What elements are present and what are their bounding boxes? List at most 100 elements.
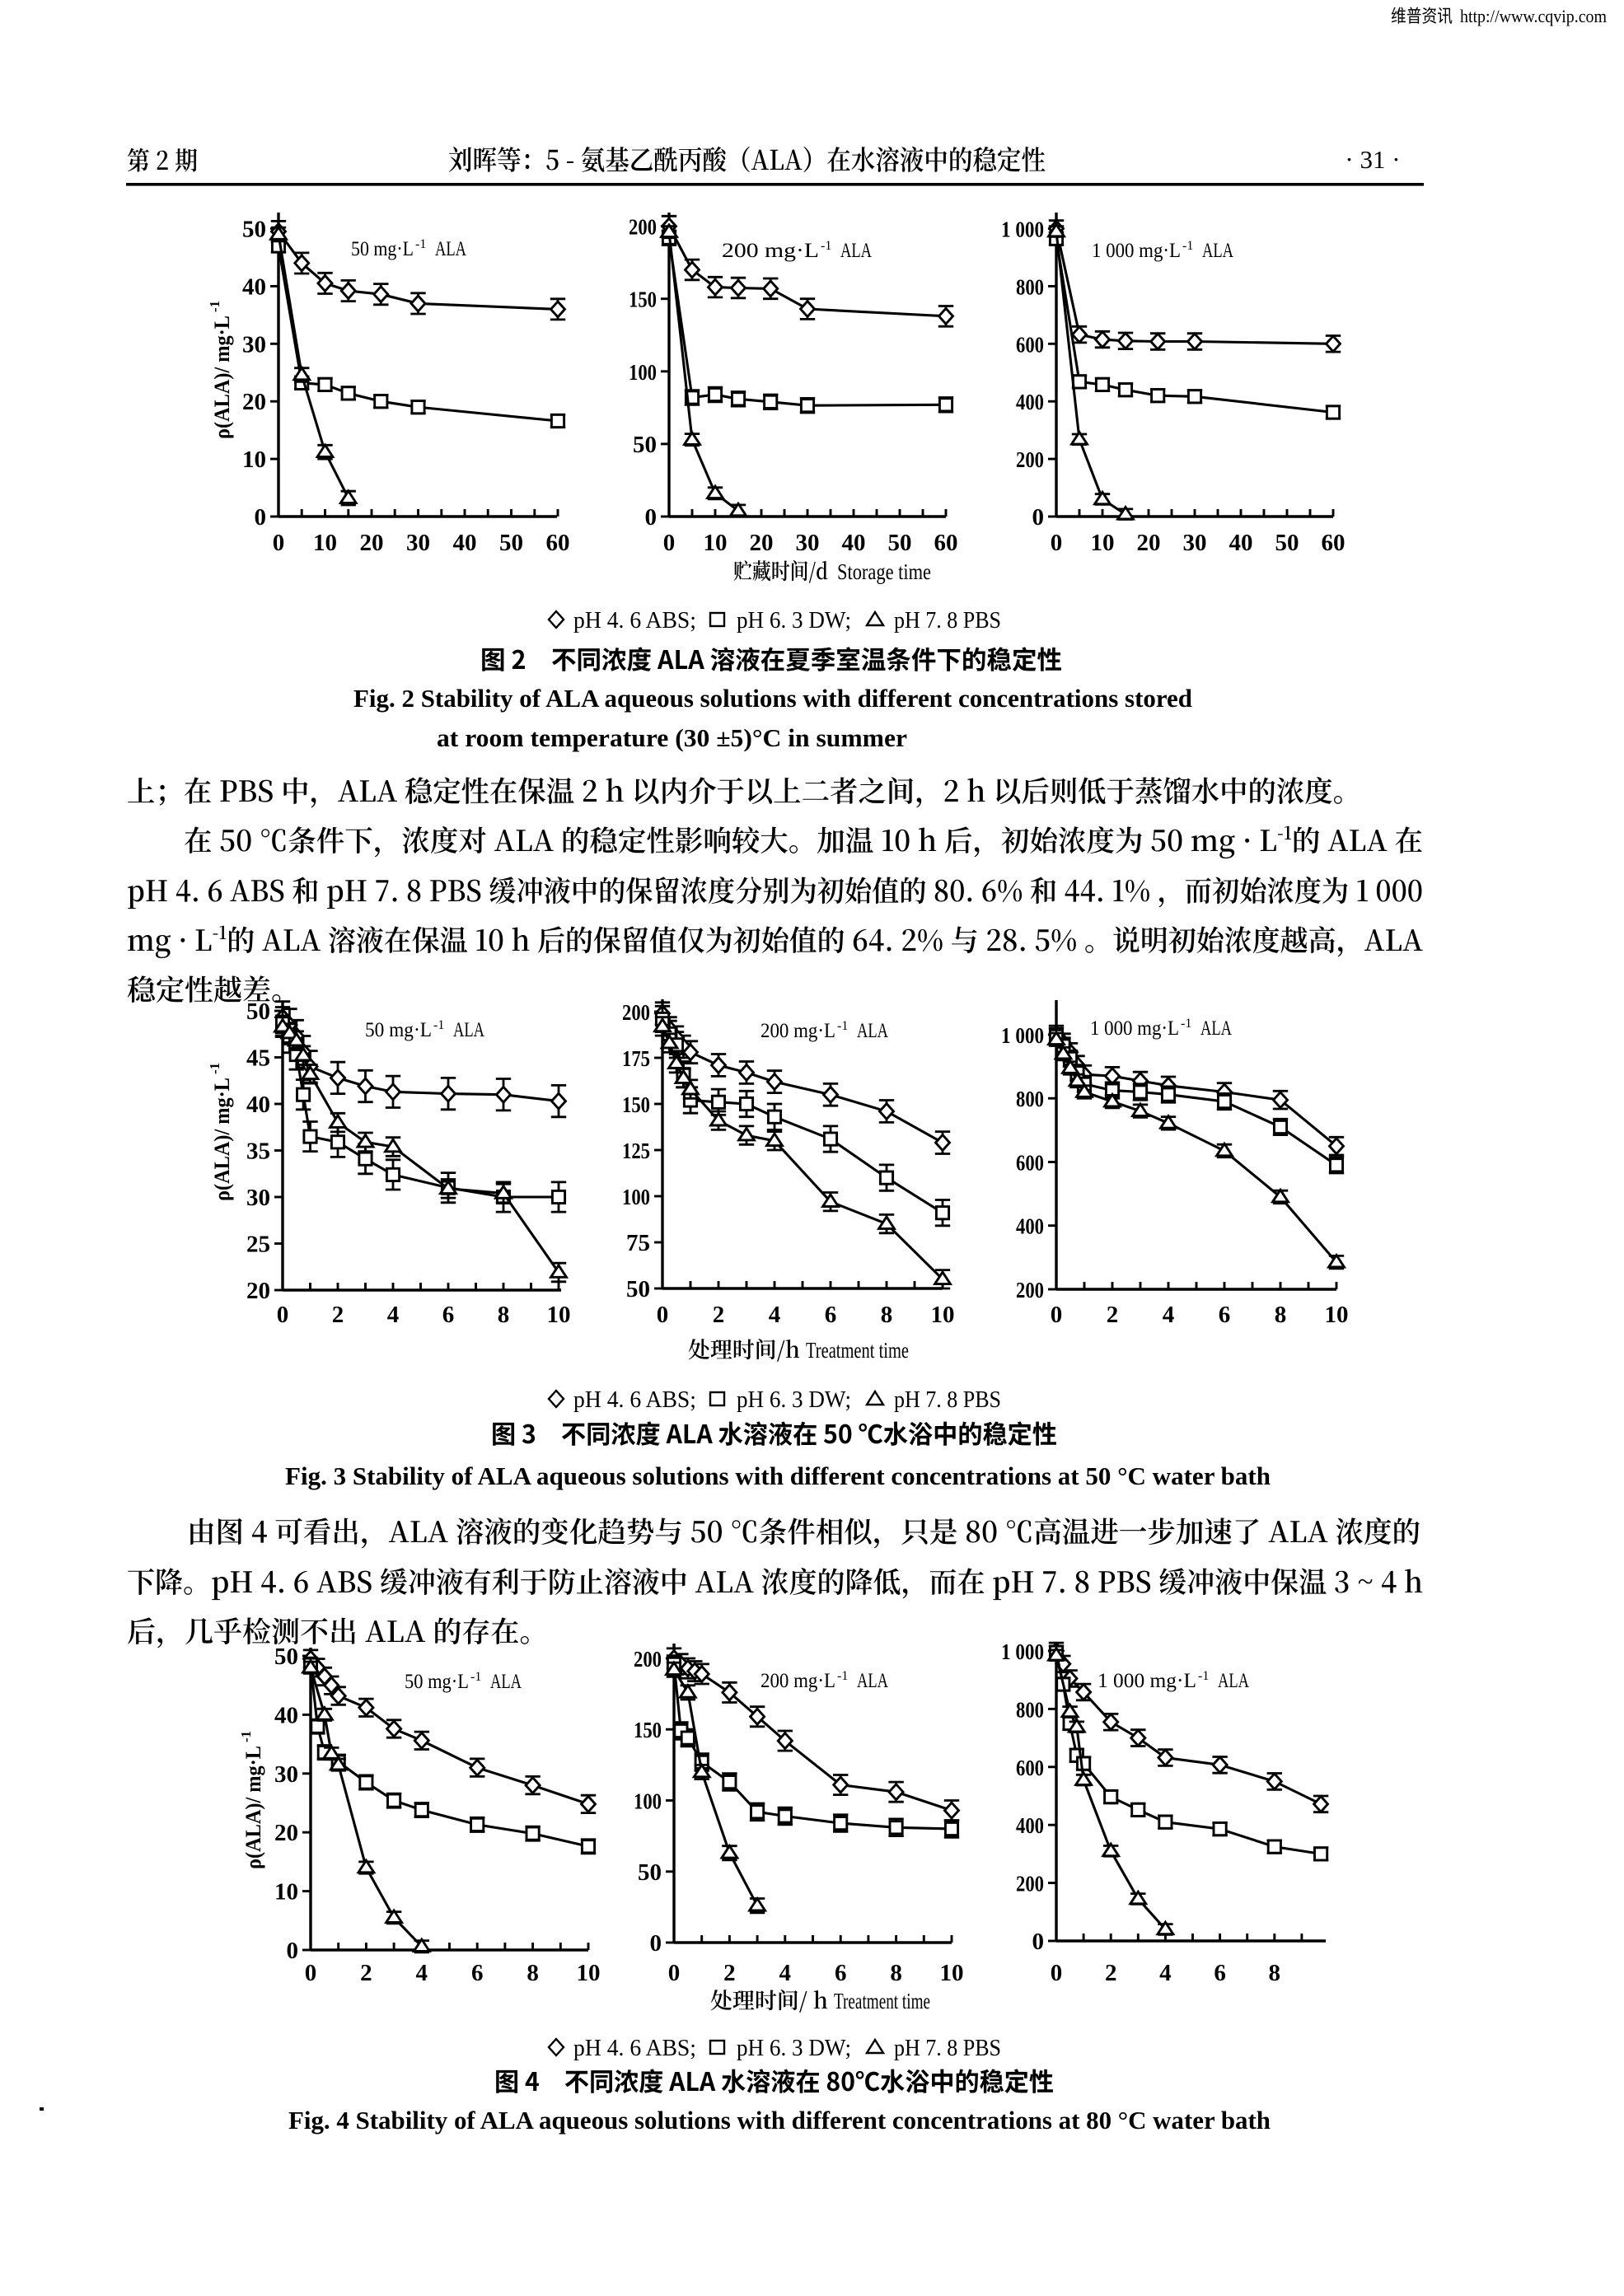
svg-text:2: 2	[713, 1302, 725, 1328]
svg-text:-1: -1	[207, 1063, 222, 1074]
svg-text:2: 2	[1107, 1302, 1119, 1328]
svg-text:600: 600	[1016, 332, 1044, 357]
svg-text:10: 10	[704, 530, 728, 556]
svg-text:4: 4	[779, 1960, 792, 1986]
svg-text:pH 7. 8 PBS: pH 7. 8 PBS	[894, 1386, 1001, 1413]
svg-text:-1: -1	[1182, 239, 1193, 253]
svg-text:40: 40	[246, 1092, 270, 1118]
svg-text:10: 10	[547, 1302, 571, 1328]
svg-text:200: 200	[1016, 447, 1044, 472]
svg-text:4: 4	[416, 1960, 428, 1986]
svg-text:50: 50	[242, 217, 266, 243]
svg-text:1 000 mg·L: 1 000 mg·L	[1090, 1017, 1179, 1040]
svg-text:4: 4	[387, 1302, 400, 1328]
svg-text:4: 4	[769, 1302, 781, 1328]
svg-text:125: 125	[622, 1139, 650, 1163]
svg-text:800: 800	[1016, 274, 1044, 299]
svg-text:-1: -1	[1198, 1669, 1209, 1683]
svg-text:6: 6	[825, 1302, 837, 1328]
svg-text:pH 4. 6 ABS;: pH 4. 6 ABS;	[573, 2035, 696, 2061]
svg-text:http://www.cqvip.com: http://www.cqvip.com	[1460, 6, 1607, 26]
svg-text:0: 0	[277, 1302, 289, 1328]
svg-text:Fig. 2 Stability of ALA aque: Fig. 2 Stability of ALA aqueous solution…	[353, 684, 1192, 713]
svg-text:200 mg·L: 200 mg·L	[761, 1670, 835, 1692]
svg-text:50: 50	[1275, 530, 1299, 556]
svg-text:pH 7. 8 PBS: pH 7. 8 PBS	[894, 607, 1001, 634]
svg-text:0: 0	[1051, 1960, 1063, 1986]
svg-text:35: 35	[246, 1139, 270, 1165]
svg-text:-1: -1	[1181, 1017, 1191, 1031]
svg-text:ALA: ALA	[453, 1019, 484, 1041]
svg-text:0: 0	[1051, 530, 1063, 556]
svg-text:ALA: ALA	[435, 238, 466, 260]
svg-text:200: 200	[1016, 1278, 1044, 1302]
svg-text:20: 20	[246, 1278, 270, 1304]
svg-text:6: 6	[471, 1960, 484, 1986]
svg-text:40: 40	[842, 530, 866, 556]
svg-text:50: 50	[499, 530, 523, 556]
svg-text:600: 600	[1016, 1756, 1044, 1780]
svg-text:40: 40	[242, 274, 266, 300]
svg-text:-1: -1	[415, 237, 426, 251]
svg-text:50 mg·L: 50 mg·L	[405, 1671, 469, 1693]
svg-text:0: 0	[255, 504, 267, 531]
svg-text:75: 75	[626, 1230, 650, 1256]
svg-text:2: 2	[360, 1960, 372, 1986]
svg-text:200: 200	[629, 215, 657, 240]
svg-text:400: 400	[1016, 1214, 1044, 1239]
svg-text:45: 45	[246, 1045, 270, 1072]
svg-text:20: 20	[1137, 530, 1161, 556]
svg-text:ALA: ALA	[1200, 1017, 1232, 1040]
svg-text:20: 20	[750, 530, 774, 556]
svg-text:600: 600	[1016, 1151, 1044, 1176]
svg-text:60: 60	[1322, 530, 1346, 556]
svg-text:-1: -1	[433, 1018, 444, 1032]
svg-text:200: 200	[634, 1647, 662, 1672]
svg-text:0: 0	[287, 1938, 299, 1964]
svg-text:4: 4	[1159, 1960, 1172, 1986]
svg-text:Storage time: Storage time	[837, 559, 931, 584]
svg-text:800: 800	[1016, 1087, 1044, 1111]
svg-text:pH 4. 6 ABS;: pH 4. 6 ABS;	[573, 1386, 696, 1413]
svg-text:pH 6. 3 DW;: pH 6. 3 DW;	[737, 2035, 851, 2061]
svg-text:ALA: ALA	[857, 1020, 888, 1042]
svg-text:ρ(ALA)/ mg·L: ρ(ALA)/ mg·L	[241, 1746, 265, 1869]
svg-text:Fig. 4 Stability of ALA aque: Fig. 4 Stability of ALA aqueous solution…	[288, 2106, 1271, 2135]
svg-text:40: 40	[1229, 530, 1253, 556]
svg-text:ALA: ALA	[490, 1671, 522, 1693]
svg-text:6: 6	[442, 1302, 455, 1328]
svg-text:6: 6	[1219, 1302, 1231, 1328]
svg-text:40: 40	[453, 530, 477, 556]
svg-text:4: 4	[1163, 1302, 1175, 1328]
svg-text:0: 0	[663, 530, 676, 556]
svg-text:10: 10	[313, 530, 337, 556]
svg-text:· 31 ·: · 31 ·	[1345, 145, 1400, 174]
svg-text:30: 30	[242, 331, 266, 358]
svg-text:pH 4. 6 ABS;: pH 4. 6 ABS;	[573, 607, 696, 634]
svg-text:50 mg·L: 50 mg·L	[365, 1019, 432, 1041]
svg-text:200 mg·L: 200 mg·L	[761, 1020, 835, 1042]
svg-text:8: 8	[1275, 1302, 1287, 1328]
svg-text:60: 60	[934, 530, 958, 556]
svg-text:ALA: ALA	[840, 240, 872, 262]
svg-text:8: 8	[890, 1960, 902, 1986]
svg-text:0: 0	[657, 1302, 669, 1328]
svg-text:ρ(ALA)/ mg·L: ρ(ALA)/ mg·L	[210, 1078, 234, 1201]
svg-text:-1: -1	[238, 1731, 254, 1742]
svg-text:50: 50	[888, 530, 912, 556]
svg-text:-1: -1	[837, 1019, 848, 1033]
svg-text:100: 100	[629, 360, 657, 385]
svg-text:0: 0	[1032, 504, 1045, 531]
svg-text:8: 8	[1269, 1960, 1281, 1986]
svg-text:ALA: ALA	[857, 1670, 888, 1692]
svg-text:10: 10	[1325, 1302, 1349, 1328]
svg-text:25: 25	[246, 1232, 270, 1258]
svg-text:8: 8	[881, 1302, 893, 1328]
svg-text:0: 0	[1051, 1302, 1063, 1328]
svg-text:ALA: ALA	[1218, 1670, 1249, 1692]
svg-text:30: 30	[1183, 530, 1207, 556]
svg-text:8: 8	[498, 1302, 510, 1328]
svg-text:50: 50	[633, 432, 657, 458]
svg-text:400: 400	[1016, 1813, 1044, 1838]
svg-text:-1: -1	[207, 301, 222, 312]
